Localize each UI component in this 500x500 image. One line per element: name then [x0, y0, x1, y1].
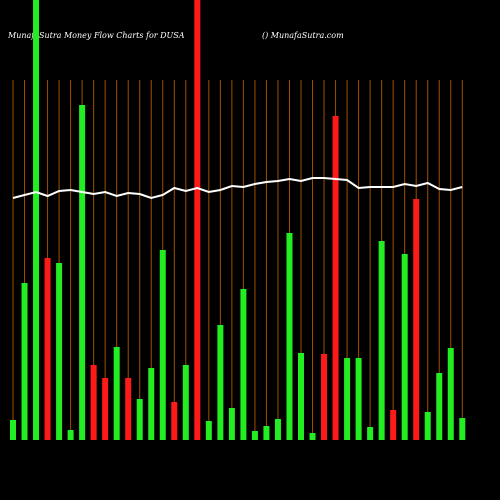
bar — [56, 263, 63, 440]
bar — [194, 0, 201, 440]
bar — [401, 254, 408, 440]
bar — [21, 283, 28, 440]
bar — [113, 347, 120, 440]
bar — [171, 402, 178, 440]
bar — [67, 430, 74, 440]
bar — [298, 353, 304, 440]
bar — [10, 420, 16, 440]
bar — [251, 431, 258, 440]
bar — [309, 433, 316, 440]
bar — [90, 365, 97, 440]
bar — [148, 368, 155, 440]
bar — [459, 418, 466, 440]
bar — [228, 408, 235, 440]
bar — [79, 105, 86, 440]
bar — [286, 233, 293, 440]
bar — [217, 325, 224, 440]
bar — [44, 258, 51, 440]
bar — [390, 410, 397, 440]
bar — [367, 427, 374, 440]
source: () MunafaSutra.com — [262, 31, 344, 40]
bar — [321, 354, 328, 440]
bar — [182, 365, 189, 440]
bar — [447, 348, 454, 440]
bar — [436, 373, 443, 440]
bar — [159, 250, 166, 440]
bar — [102, 378, 109, 440]
chart-title: MunafaSutra Money Flow Charts for DUSA — [7, 31, 185, 40]
bar — [355, 358, 362, 440]
bar — [136, 399, 143, 440]
bar — [413, 199, 420, 440]
bar — [263, 426, 270, 440]
bar — [344, 358, 351, 440]
bar — [125, 378, 132, 440]
bar — [205, 421, 212, 440]
money-flow-line — [12, 177, 463, 200]
bar — [240, 289, 247, 440]
bar — [424, 412, 431, 440]
bar — [33, 0, 40, 440]
bar — [274, 419, 281, 440]
bar — [378, 241, 385, 440]
bar — [332, 116, 339, 440]
